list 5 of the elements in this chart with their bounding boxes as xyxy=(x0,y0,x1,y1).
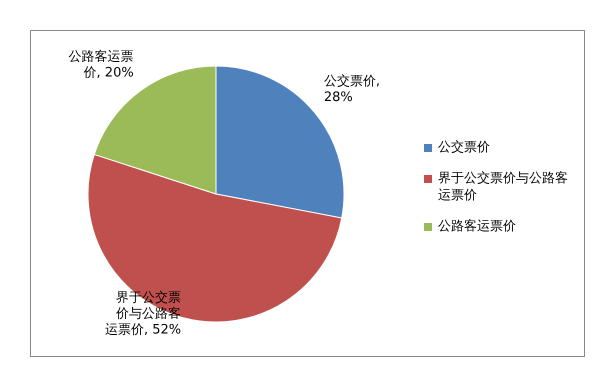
legend-label: 界于公交票价与公路客运票价 xyxy=(438,170,569,204)
legend-label: 公路客运票价 xyxy=(438,218,516,234)
data-label: 公交票价, 28% xyxy=(324,72,380,105)
legend-label: 公交票价 xyxy=(438,138,490,156)
data-label: 公路客运票价, 20% xyxy=(68,48,134,81)
